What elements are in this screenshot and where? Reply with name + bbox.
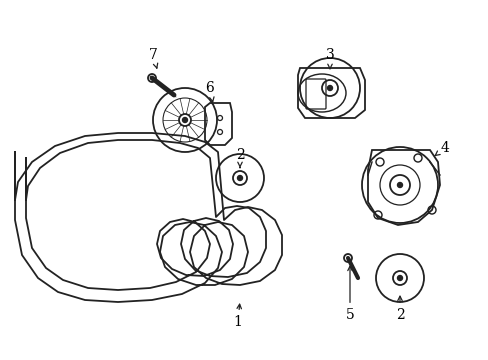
Circle shape [397, 275, 402, 280]
Text: 4: 4 [434, 141, 448, 156]
Text: 3: 3 [325, 48, 334, 69]
Text: 6: 6 [205, 81, 214, 102]
Circle shape [237, 175, 242, 180]
Text: 7: 7 [148, 48, 157, 68]
Text: 5: 5 [345, 266, 354, 322]
Text: 2: 2 [235, 148, 244, 168]
Circle shape [397, 183, 402, 188]
Circle shape [182, 117, 187, 122]
Text: 2: 2 [395, 296, 404, 322]
Circle shape [327, 85, 332, 90]
Text: 1: 1 [233, 304, 242, 329]
